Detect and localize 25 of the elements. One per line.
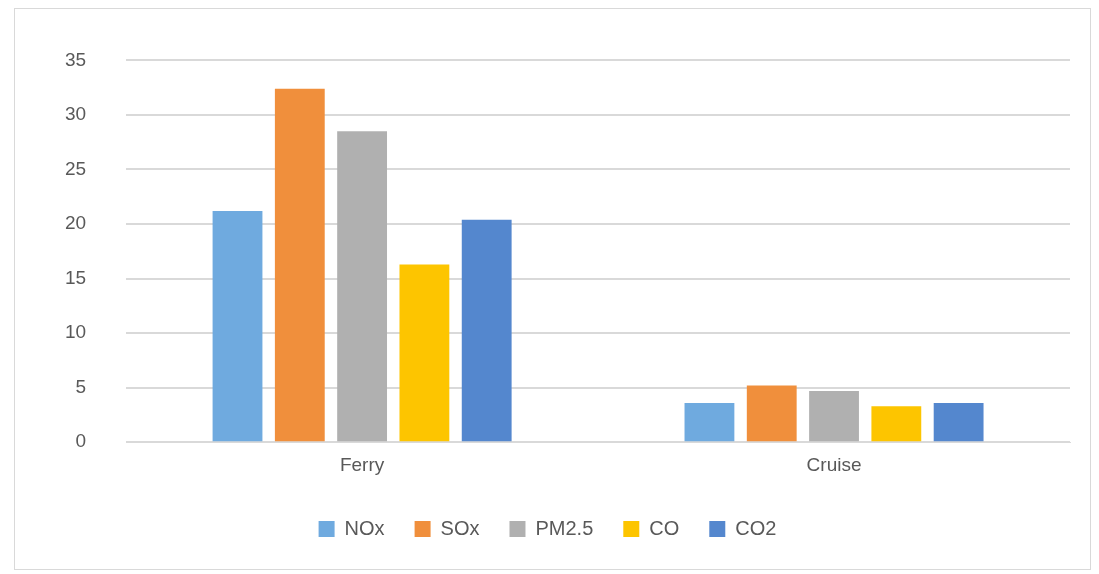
bar (274, 88, 325, 442)
y-tick-label: 30 (64, 103, 87, 125)
x-tick-label: Ferry (339, 453, 385, 475)
bar (461, 219, 512, 442)
bar (871, 406, 922, 442)
y-tick-label: 35 (64, 48, 87, 70)
bar (212, 210, 263, 442)
y-tick-label: 5 (75, 375, 87, 397)
y-tick-label: 0 (75, 430, 87, 452)
legend-label: SOx (440, 516, 480, 539)
y-tick-label: 15 (64, 266, 87, 288)
legend-label: PM2.5 (535, 516, 594, 539)
legend-label: CO (649, 516, 680, 539)
bar (746, 385, 797, 442)
y-tick-label: 20 (64, 212, 87, 234)
legend-label: NOx (344, 516, 385, 539)
legend-label: CO2 (735, 516, 777, 539)
bar (933, 402, 984, 442)
y-tick-label: 25 (64, 157, 87, 179)
bar (399, 264, 450, 442)
x-tick-label: Cruise (806, 453, 862, 475)
y-tick-label: 10 (64, 321, 87, 343)
bar (684, 402, 735, 442)
bar (337, 131, 388, 442)
bar (809, 390, 859, 442)
